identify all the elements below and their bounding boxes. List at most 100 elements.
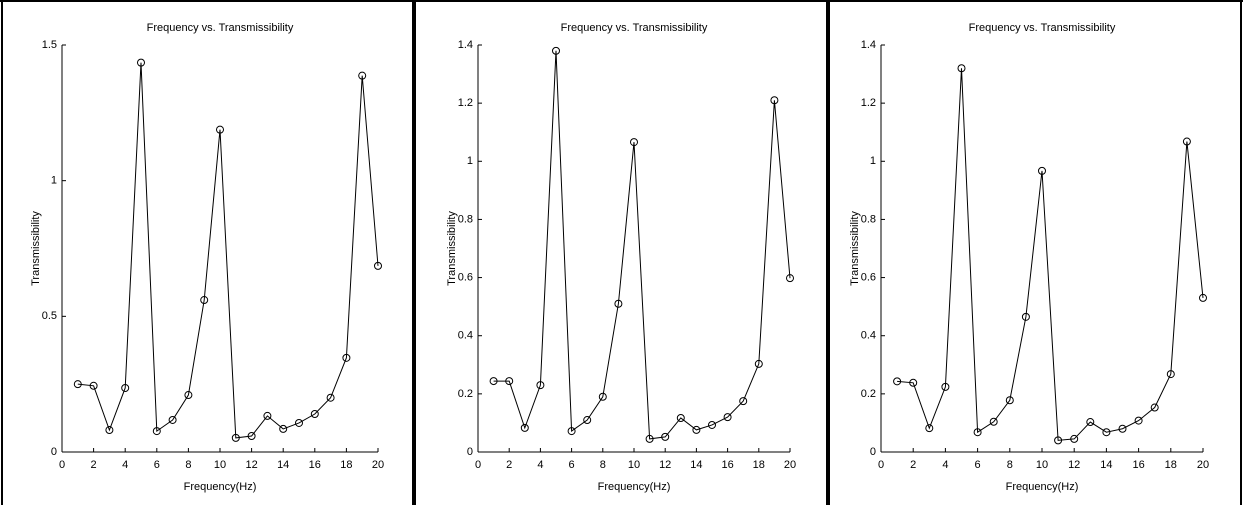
data-point	[374, 261, 382, 270]
x-tick-label: 16	[721, 459, 733, 471]
x-tick-label: 10	[214, 459, 226, 471]
data-point	[1038, 166, 1046, 175]
y-tick-label: 0.5	[42, 310, 57, 322]
data-point	[692, 425, 701, 434]
x-tick-label: 16	[1132, 459, 1144, 471]
x-tick-label: 10	[628, 459, 640, 471]
y-tick-label: 0.8	[458, 213, 473, 225]
data-point	[1118, 424, 1127, 433]
data-point	[1086, 418, 1095, 427]
data-point	[723, 413, 732, 422]
chart-title: Frequency vs. Transmissibility	[969, 22, 1116, 34]
y-tick-label: 0.6	[458, 271, 473, 283]
data-point	[552, 46, 560, 55]
x-axis-label: Frequency(Hz)	[598, 481, 671, 493]
data-point	[231, 433, 240, 442]
chart-title: Frequency vs. Transmissibility	[147, 22, 294, 34]
data-point	[1005, 396, 1014, 405]
x-tick-label: 4	[122, 459, 128, 471]
data-point	[1134, 416, 1143, 425]
data-point	[941, 382, 950, 391]
x-tick-label: 6	[975, 459, 981, 471]
data-point	[583, 416, 592, 425]
x-tick-label: 14	[277, 459, 289, 471]
data-point	[973, 428, 982, 437]
data-point	[1182, 137, 1191, 146]
data-point	[200, 296, 209, 305]
data-point	[909, 378, 918, 387]
x-tick-label: 20	[372, 459, 384, 471]
x-tick-label: 6	[154, 459, 160, 471]
x-tick-label: 2	[506, 459, 512, 471]
x-tick-label: 2	[910, 459, 916, 471]
y-tick-label: 0	[467, 446, 473, 458]
x-tick-label: 16	[309, 459, 321, 471]
data-point	[358, 71, 367, 80]
x-tick-label: 0	[59, 459, 65, 471]
x-tick-label: 20	[1197, 459, 1209, 471]
data-point	[184, 391, 193, 400]
y-tick-label: 1	[51, 175, 57, 187]
x-tick-label: 12	[659, 459, 671, 471]
data-point	[489, 377, 498, 386]
data-point	[754, 359, 763, 368]
data-point	[105, 426, 114, 435]
data-point	[342, 353, 351, 362]
data-point	[739, 397, 748, 406]
data-point	[1102, 428, 1111, 437]
data-point	[247, 431, 256, 440]
data-point	[567, 427, 576, 436]
data-point	[263, 411, 272, 420]
y-tick-label: 0	[51, 446, 57, 458]
y-tick-label: 0	[870, 446, 876, 458]
data-point	[1054, 436, 1063, 445]
x-axis-label: Frequency(Hz)	[1006, 481, 1079, 493]
x-tick-label: 0	[878, 459, 884, 471]
data-point	[89, 381, 98, 390]
data-point	[1070, 434, 1079, 443]
y-tick-label: 1.2	[861, 97, 876, 109]
data-point	[326, 393, 335, 402]
x-tick-label: 20	[784, 459, 796, 471]
data-point	[295, 418, 303, 427]
x-tick-label: 4	[537, 459, 543, 471]
x-tick-label: 0	[475, 459, 481, 471]
chart-title: Frequency vs. Transmissibility	[561, 22, 708, 34]
data-point	[1166, 370, 1175, 379]
y-tick-label: 0.8	[861, 213, 876, 225]
data-point	[1199, 293, 1207, 302]
x-tick-label: 8	[600, 459, 606, 471]
y-tick-label: 0.6	[861, 271, 876, 283]
y-tick-label: 0.4	[458, 330, 473, 342]
y-tick-label: 1.4	[458, 39, 473, 51]
data-point	[893, 377, 902, 386]
data-point	[73, 380, 82, 389]
y-axis-label: Transmissibility	[446, 211, 458, 286]
x-tick-label: 14	[690, 459, 702, 471]
data-point	[137, 58, 145, 67]
data-point	[505, 377, 514, 386]
data-point	[279, 424, 288, 433]
data-point	[216, 125, 224, 134]
data-point	[786, 274, 794, 283]
x-axis-label: Frequency(Hz)	[184, 481, 257, 493]
y-tick-label: 0.2	[458, 388, 473, 400]
data-point	[520, 423, 529, 432]
data-point	[676, 413, 685, 422]
y-tick-label: 1	[870, 155, 876, 167]
x-tick-label: 18	[1165, 459, 1177, 471]
data-point	[645, 434, 654, 443]
x-tick-label: 14	[1100, 459, 1112, 471]
data-point	[121, 383, 130, 392]
y-axis-label: Transmissibility	[30, 211, 42, 286]
data-point	[614, 299, 623, 308]
data-point	[925, 424, 934, 433]
x-tick-label: 12	[245, 459, 257, 471]
data-point	[1021, 312, 1030, 321]
x-tick-label: 8	[185, 459, 191, 471]
data-point	[989, 417, 998, 426]
y-tick-label: 0.4	[861, 330, 876, 342]
data-point	[770, 96, 779, 105]
x-tick-label: 2	[91, 459, 97, 471]
